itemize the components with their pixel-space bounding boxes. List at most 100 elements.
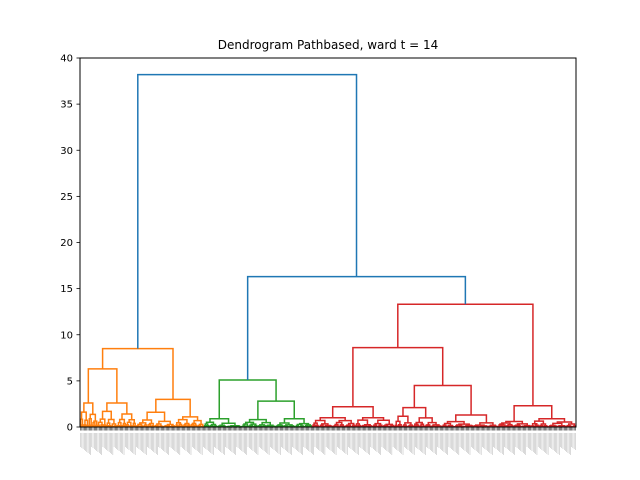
cluster-link — [523, 424, 531, 427]
cluster-link — [407, 425, 412, 427]
cluster-link — [171, 425, 175, 427]
cluster-link — [148, 423, 152, 427]
leaf-link — [81, 424, 84, 427]
cluster-link — [156, 423, 162, 426]
cluster-link — [87, 368, 118, 404]
cluster-link — [118, 418, 126, 424]
cluster-link — [198, 423, 204, 427]
cluster-link — [510, 425, 514, 427]
cluster-link — [136, 424, 140, 427]
cluster-link — [191, 422, 197, 426]
cluster-link — [473, 425, 478, 427]
cluster-link — [466, 424, 473, 427]
cluster-link — [270, 425, 276, 427]
plot-frame — [79, 57, 577, 428]
cluster-link — [80, 411, 87, 421]
cluster-link — [516, 423, 529, 426]
cluster-link — [209, 424, 214, 427]
y-tick-label: 0 — [67, 423, 73, 434]
cluster-link — [262, 425, 267, 427]
cluster-link — [347, 422, 355, 426]
cluster-link — [219, 424, 225, 427]
cluster-link — [289, 425, 295, 427]
cluster-link — [117, 421, 122, 426]
cluster-link — [100, 424, 104, 427]
cluster-link — [550, 424, 556, 427]
cluster-link — [187, 424, 191, 427]
cluster-link — [244, 421, 255, 425]
cluster-link — [296, 423, 303, 426]
cluster-link — [107, 418, 115, 424]
cluster-link — [210, 423, 217, 427]
cluster-link — [79, 418, 84, 427]
cluster-link — [556, 421, 573, 424]
cluster-link — [312, 424, 316, 427]
cluster-link — [97, 421, 103, 426]
cluster-link — [313, 422, 318, 426]
cluster-link — [455, 424, 462, 427]
cluster-link — [175, 422, 182, 426]
cluster-link — [572, 425, 577, 427]
cluster-link — [538, 417, 566, 422]
cluster-link — [259, 424, 266, 426]
cluster-link — [383, 424, 389, 427]
cluster-link — [374, 422, 382, 426]
upper-link — [246, 275, 467, 380]
cluster-link — [566, 424, 571, 427]
cluster-link — [99, 418, 106, 426]
leaf-link — [86, 424, 89, 427]
leaf-ticks — [80, 427, 576, 455]
cluster-link — [402, 406, 427, 418]
leaf-link — [394, 424, 398, 427]
cluster-link — [283, 425, 288, 427]
cluster-link — [540, 423, 547, 426]
cluster-link — [443, 422, 452, 426]
cluster-link — [368, 425, 373, 427]
leaf-link — [180, 425, 184, 427]
cluster-link — [442, 424, 447, 427]
cluster-link — [283, 417, 305, 424]
chart-title: Dendrogram Pathbased, ward t = 14 — [218, 38, 438, 52]
cluster-link — [426, 424, 431, 427]
cluster-link — [230, 425, 240, 427]
leaf-link — [175, 424, 179, 427]
cluster-link — [250, 423, 257, 426]
cluster-link — [498, 424, 502, 427]
cluster-link — [197, 424, 202, 427]
y-tick-label: 40 — [60, 54, 73, 65]
cluster-link — [93, 420, 98, 427]
cluster-link — [184, 422, 190, 425]
cluster-link — [324, 424, 332, 427]
cluster-link — [533, 420, 545, 425]
root-link — [137, 73, 358, 349]
cluster-link — [111, 423, 117, 427]
cluster-link — [543, 424, 548, 427]
leaf-link — [119, 424, 123, 427]
y-tick-label: 5 — [67, 376, 73, 387]
cluster-link — [121, 413, 133, 420]
cluster-link — [257, 425, 262, 427]
cluster-link — [193, 424, 198, 427]
cluster-link — [314, 419, 326, 424]
cluster-link — [183, 423, 187, 427]
cluster-link — [338, 419, 352, 424]
leaf-link — [103, 424, 107, 427]
cluster-link — [514, 424, 521, 426]
cluster-link — [242, 424, 246, 427]
cluster-link — [204, 423, 209, 426]
cluster-link — [164, 424, 171, 427]
cluster-link — [418, 417, 433, 423]
cluster-link — [333, 424, 337, 427]
y-tick-label: 15 — [60, 284, 73, 295]
cluster-link — [182, 416, 199, 421]
cluster-link — [474, 424, 485, 426]
cluster-link — [447, 424, 454, 427]
cluster-link — [458, 423, 470, 426]
cluster-link — [552, 422, 563, 426]
y-tick-label: 30 — [60, 146, 73, 157]
cluster-link — [298, 422, 310, 425]
y-tick-label: 20 — [60, 238, 73, 249]
cluster-link — [209, 417, 230, 424]
